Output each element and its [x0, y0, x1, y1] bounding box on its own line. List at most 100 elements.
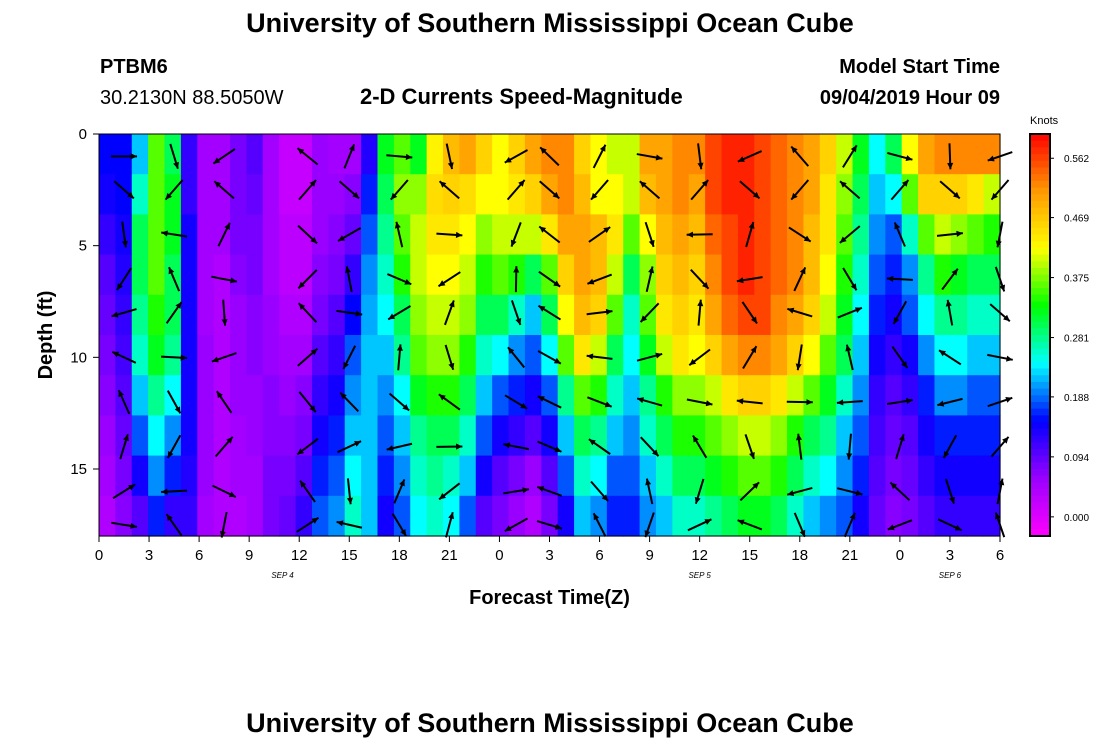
- heatmap-cell: [901, 134, 919, 175]
- colorbar-segment: [1030, 187, 1050, 195]
- heatmap-cell: [803, 375, 821, 416]
- heatmap-cell: [131, 254, 149, 296]
- colorbar-segment: [1030, 428, 1050, 437]
- heatmap-cell: [180, 415, 198, 457]
- heatmap-cell: [361, 294, 379, 336]
- heatmap-cell: [492, 415, 510, 457]
- heatmap-cell: [459, 375, 477, 416]
- heatmap-cell: [295, 455, 313, 497]
- current-arrow: [506, 179, 526, 201]
- heatmap-cell: [705, 174, 723, 215]
- heatmap-cell: [131, 134, 149, 175]
- colorbar-segment: [1030, 489, 1050, 497]
- current-arrow: [346, 478, 354, 505]
- heatmap-cell: [328, 174, 346, 215]
- current-arrow: [886, 397, 913, 406]
- x-tick-label: 15: [741, 547, 758, 564]
- heatmap-cell: [803, 455, 821, 497]
- heatmap-cell: [721, 495, 739, 537]
- colorbar-units: Knots: [1030, 115, 1059, 127]
- current-arrow: [937, 518, 963, 532]
- heatmap-cell: [180, 254, 198, 296]
- heatmap-cell: [950, 254, 968, 296]
- current-arrow: [538, 270, 561, 288]
- heatmap-cell: [688, 254, 706, 296]
- colorbar-tick-label: 0.562: [1064, 154, 1089, 165]
- heatmap-cell: [475, 335, 493, 376]
- heatmap-cell: [279, 254, 297, 296]
- colorbar-tick-label: 0.188: [1064, 393, 1089, 404]
- heatmap-cell: [934, 455, 952, 497]
- heatmap-cell: [377, 335, 395, 376]
- heatmap-cell: [410, 495, 428, 537]
- heatmap-cell: [459, 415, 477, 457]
- heatmap-cell: [918, 415, 936, 457]
- heatmap-cell: [524, 134, 542, 175]
- current-arrow: [536, 485, 563, 497]
- current-arrow: [539, 180, 560, 200]
- heatmap-cell: [197, 294, 215, 336]
- heatmap-cell: [901, 294, 919, 336]
- heatmap-cell: [459, 495, 477, 537]
- heatmap-cell: [377, 254, 395, 296]
- x-tick-label: 6: [595, 547, 603, 564]
- current-arrow: [636, 352, 663, 362]
- heatmap-cell: [705, 455, 723, 497]
- current-arrow: [837, 306, 863, 319]
- heatmap-cell: [475, 214, 493, 256]
- heatmap-cell: [475, 174, 493, 215]
- heatmap-cell: [770, 375, 788, 416]
- heatmap-cell: [295, 214, 313, 256]
- colorbar-segment: [1030, 221, 1050, 229]
- heatmap-cell: [148, 335, 166, 376]
- current-arrow: [121, 221, 128, 248]
- current-arrow: [212, 148, 236, 165]
- current-arrow: [445, 143, 454, 170]
- heatmap-cell: [819, 214, 837, 256]
- heatmap-cell: [426, 455, 444, 497]
- current-arrow: [688, 348, 711, 366]
- current-arrow: [846, 433, 853, 460]
- heatmap-cell: [148, 254, 166, 296]
- heatmap-cell: [197, 174, 215, 215]
- model-start-label: Model Start Time: [839, 56, 1000, 78]
- colorbar-segment: [1030, 234, 1050, 242]
- current-arrow: [297, 302, 318, 323]
- heatmap-cell: [262, 254, 280, 296]
- heatmap-cell: [197, 375, 215, 416]
- current-arrow: [744, 434, 755, 460]
- heatmap-cell: [950, 375, 968, 416]
- current-arrow: [221, 299, 228, 326]
- x-tick-label: 18: [391, 547, 408, 564]
- heatmap-cell: [606, 375, 624, 416]
- current-arrow: [216, 390, 233, 414]
- current-arrow: [386, 273, 412, 286]
- current-arrow: [640, 436, 660, 457]
- heatmap-cell: [639, 375, 657, 416]
- current-arrow: [836, 399, 863, 406]
- heatmap-cell: [541, 495, 559, 537]
- heatmap-cell: [393, 335, 411, 376]
- heatmap-cell: [361, 254, 379, 296]
- heatmap-cell: [983, 375, 1001, 416]
- heatmap-cell: [426, 294, 444, 336]
- x-tick-label: 18: [791, 547, 808, 564]
- heatmap-cell: [508, 375, 526, 416]
- current-arrow: [538, 225, 561, 244]
- heatmap-cell: [115, 375, 133, 416]
- heatmap-cell: [967, 254, 985, 296]
- heatmap-cell: [508, 335, 526, 376]
- heatmap-cell: [115, 415, 133, 457]
- heatmap-cell: [639, 134, 657, 175]
- colorbar-segment: [1030, 435, 1050, 443]
- heatmap-cell: [606, 174, 624, 215]
- heatmap-cell: [459, 335, 477, 376]
- heatmap-cell: [803, 415, 821, 457]
- colorbar-segment: [1030, 328, 1050, 336]
- current-arrow: [169, 143, 179, 170]
- heatmap-cell: [787, 214, 805, 256]
- heatmap-cell: [639, 214, 657, 256]
- heatmap-cell: [574, 134, 592, 175]
- heatmap-cell: [131, 415, 149, 457]
- current-arrow: [213, 180, 235, 200]
